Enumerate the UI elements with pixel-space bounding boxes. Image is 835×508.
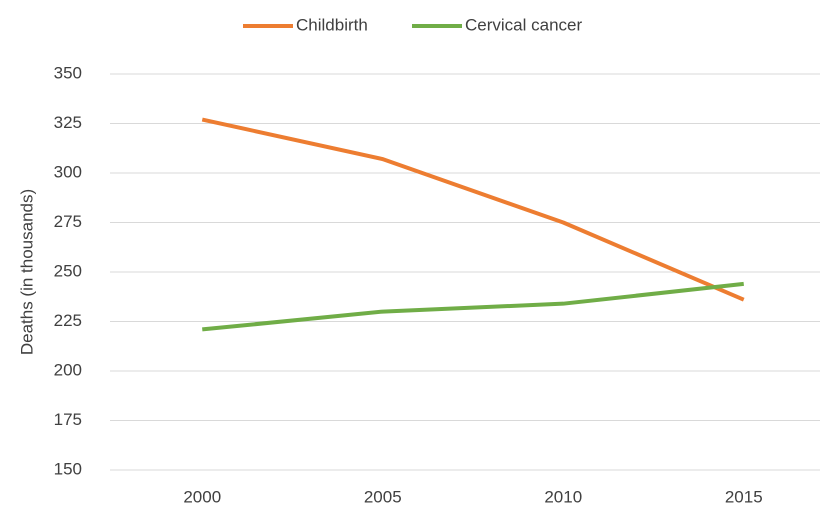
- y-tick-label: 250: [54, 261, 82, 280]
- y-tick-label: 325: [54, 113, 82, 132]
- x-tick-label: 2005: [364, 487, 402, 506]
- legend-label: Childbirth: [296, 15, 368, 34]
- y-tick-label: 300: [54, 162, 82, 181]
- line-series: [201, 117, 745, 302]
- legend-label: Cervical cancer: [465, 15, 582, 34]
- y-tick-label: 225: [54, 311, 82, 330]
- y-tick-label: 200: [54, 360, 82, 379]
- x-tick-label: 2000: [183, 487, 221, 506]
- y-tick-label: 275: [54, 212, 82, 231]
- y-tick-label: 175: [54, 410, 82, 429]
- y-axis-label: Deaths (in thousands): [17, 189, 36, 355]
- y-tick-label: 350: [54, 63, 82, 82]
- line-series: [202, 281, 744, 332]
- y-tick-label: 150: [54, 459, 82, 478]
- x-tick-label: 2015: [725, 487, 763, 506]
- x-tick-label: 2010: [544, 487, 582, 506]
